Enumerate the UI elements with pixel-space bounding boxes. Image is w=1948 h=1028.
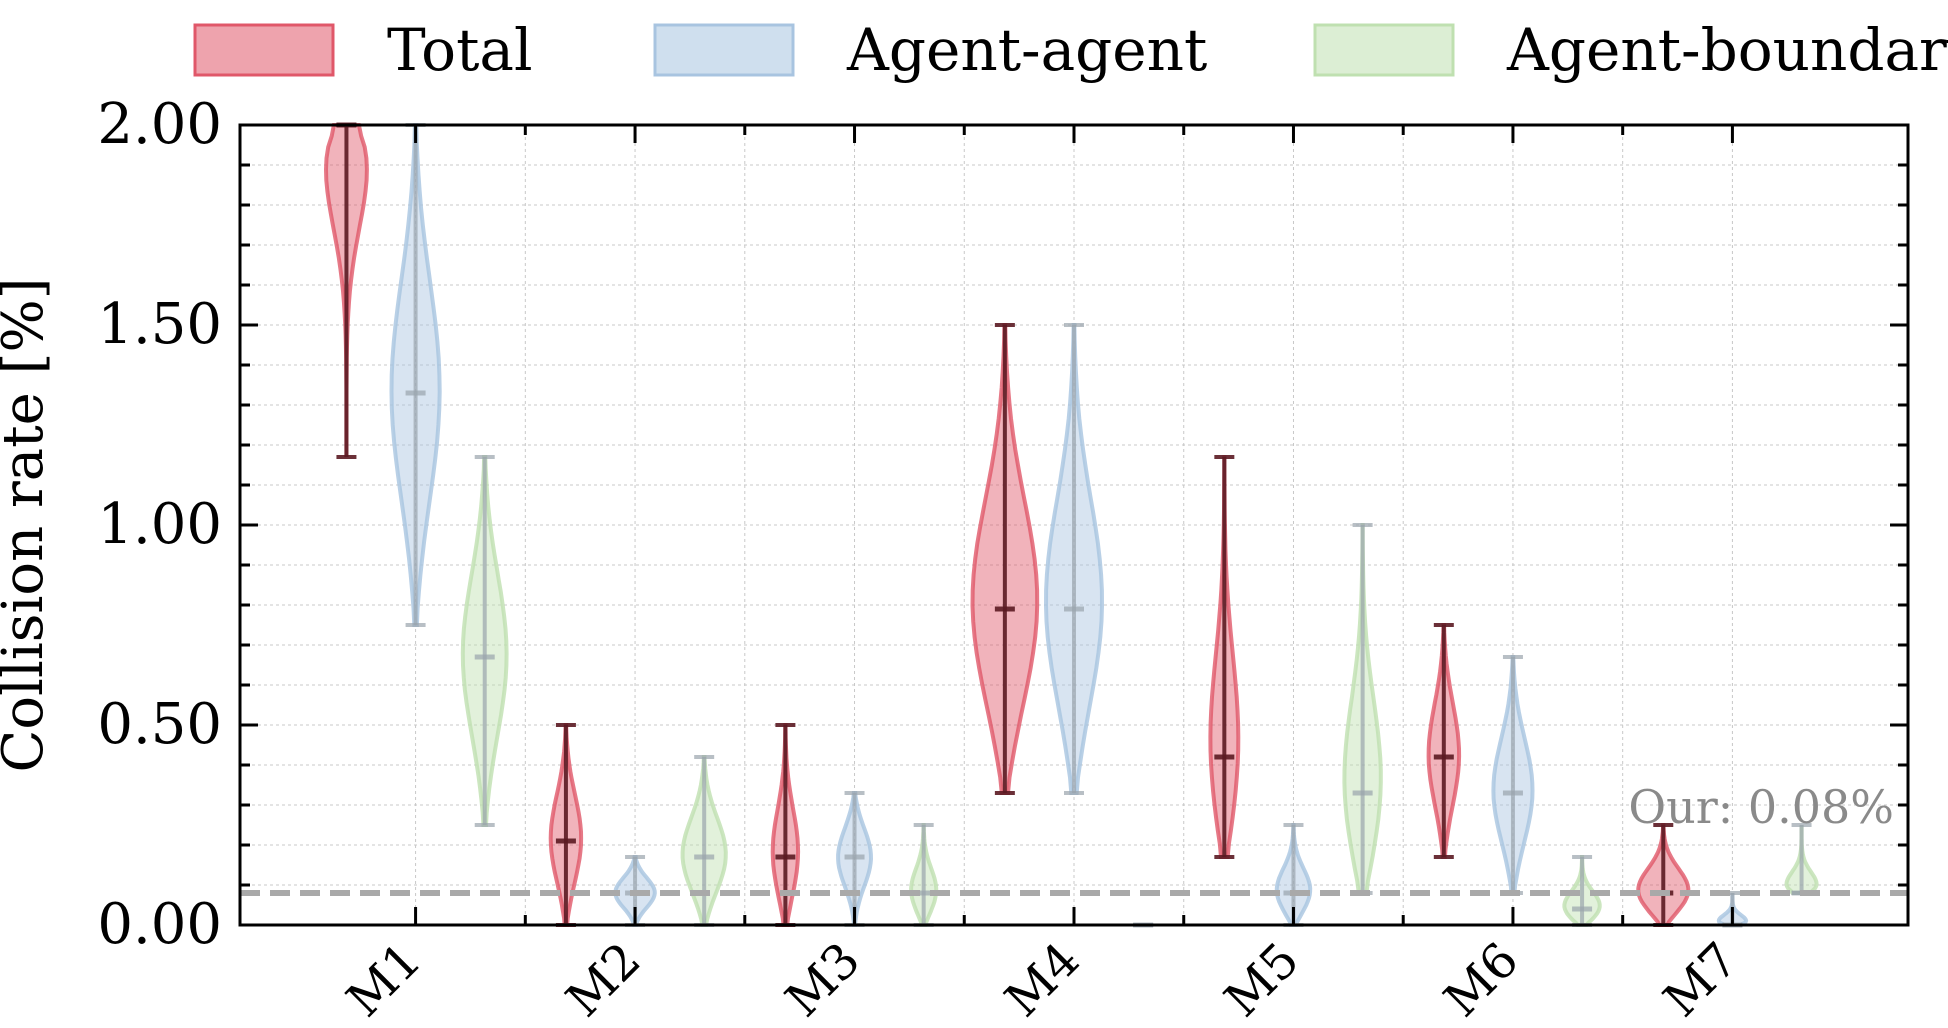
- violin-total-M2: [548, 723, 584, 927]
- y-tick-label: 0.50: [97, 692, 222, 757]
- reference-line-label: Our: 0.08%: [1628, 780, 1894, 834]
- legend-swatch: [653, 23, 795, 77]
- legend: Total Agent-agent Agent-boundary: [193, 16, 1948, 84]
- axis-labels: 0.00 0.50 1.00 1.50 2.00 M1 M2 M3 M4 M5 M6 M7 Collis…: [0, 92, 1749, 1028]
- violin-agent-agent-M6: [1491, 655, 1535, 895]
- legend-item-total: Total: [193, 16, 533, 84]
- y-tick-label: 0.00: [97, 892, 222, 957]
- violin-agent-agent-M1: [389, 123, 442, 627]
- violin-agent-boundary-M5: [1342, 523, 1383, 895]
- legend-swatch: [1313, 23, 1455, 77]
- legend-swatch: [193, 23, 335, 77]
- violin-agent-agent-M3: [836, 791, 874, 927]
- x-tick-label: M7: [1653, 932, 1749, 1028]
- y-tick-label: 1.00: [97, 492, 222, 557]
- legend-label: Agent-boundary: [1506, 16, 1948, 84]
- violin-total-M1: [323, 122, 369, 459]
- violin-agent-agent-M4: [1043, 323, 1105, 795]
- legend-item-agent-agent: Agent-agent: [653, 16, 1207, 84]
- violin-total-M4: [970, 323, 1040, 795]
- violin-agent-boundary-M7: [1784, 823, 1819, 896]
- ticks: [240, 123, 1908, 927]
- legend-label: Total: [387, 16, 533, 84]
- violin-total-M5: [1208, 455, 1241, 859]
- x-tick-label: M6: [1433, 932, 1529, 1028]
- violin-agent-boundary-M1: [460, 455, 509, 827]
- y-tick-label: 1.50: [97, 292, 222, 357]
- violins: [323, 122, 1819, 928]
- x-tick-label: M1: [336, 932, 432, 1028]
- legend-item-agent-boundary: Agent-boundary: [1313, 16, 1948, 84]
- y-axis-label: Collision rate [%]: [0, 277, 56, 772]
- x-tick-label: M4: [995, 932, 1091, 1028]
- x-tick-label: M5: [1214, 932, 1310, 1028]
- y-tick-label: 2.00: [97, 92, 222, 157]
- reference-line-group: Our: 0.08%: [240, 780, 1908, 896]
- violin-agent-boundary-M2: [680, 755, 728, 927]
- legend-label: Agent-agent: [846, 16, 1207, 84]
- violin-total-M7: [1636, 823, 1691, 927]
- x-tick-label: M2: [556, 932, 652, 1028]
- violin-agent-boundary-M3: [909, 823, 939, 927]
- violin-total-M6: [1426, 623, 1462, 859]
- x-tick-label: M3: [775, 932, 871, 1028]
